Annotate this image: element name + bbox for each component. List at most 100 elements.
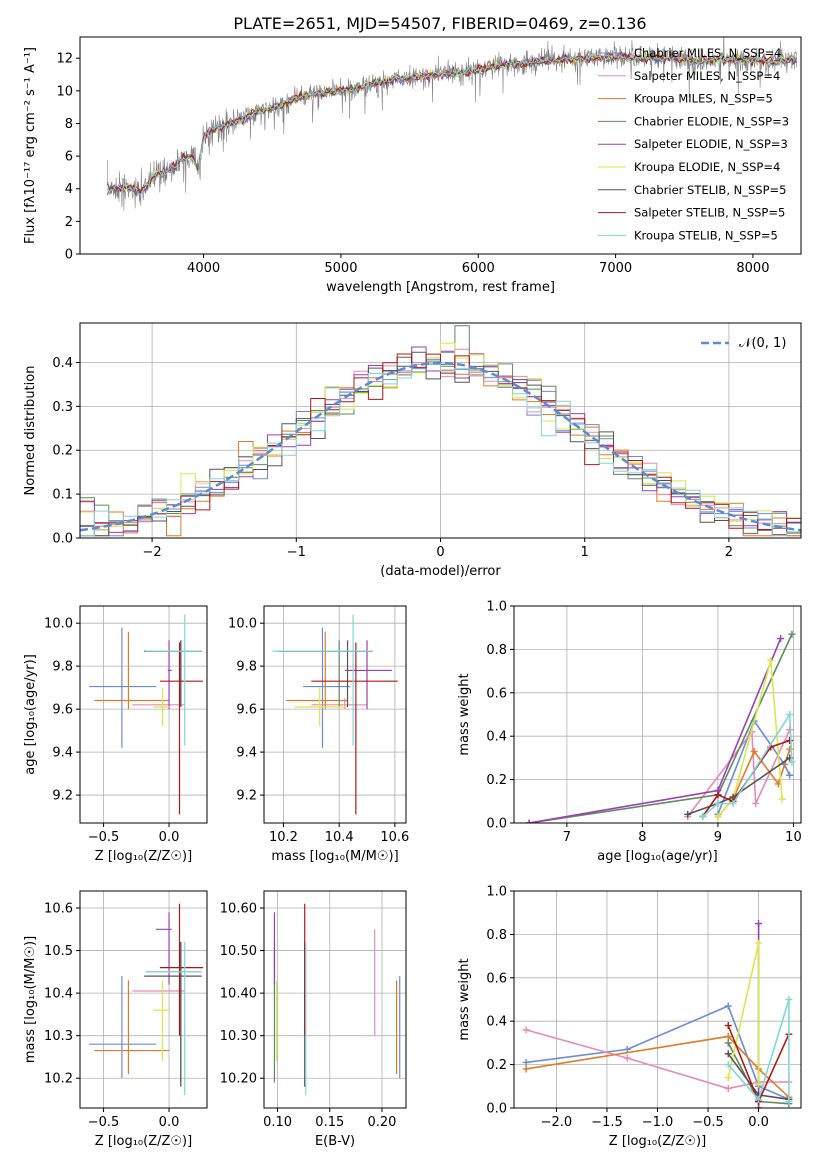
y-tick-label: 0.3 — [52, 400, 73, 415]
y-tick-label: 0.1 — [52, 488, 73, 503]
x-tick-label: −2.0 — [541, 1115, 573, 1130]
weight-marker — [752, 799, 760, 807]
x-axis-label: Z [log₁₀(Z/Z☉)] — [609, 1134, 706, 1149]
x-tick-label: 0.15 — [315, 1115, 344, 1130]
weight-marker — [724, 1039, 732, 1047]
weight-marker — [755, 1095, 763, 1103]
weight-vs-Z-panel: −2.0 −1.5 −1.0 −0.5 0.0 0.0 0.2 0.4 0.6 0.8 1.0 Z [… — [457, 885, 802, 1149]
legend-entry: Salpeter STELIB, N_SSP=5 — [634, 206, 785, 220]
y-tick-label: 10.2 — [44, 1072, 73, 1087]
weight-marker — [724, 1084, 732, 1092]
x-tick-label: 10 — [785, 830, 802, 845]
weight-marker — [724, 1061, 732, 1069]
weight-marker — [788, 630, 796, 638]
mass-vs-Z-panel: −0.5 0.0 10.2 10.3 10.4 10.5 10.6 Z [log₁₀(Z/Z☉… — [23, 890, 208, 1149]
y-tick-label: 0.6 — [486, 686, 507, 701]
y-tick-label: 10.50 — [220, 944, 257, 959]
x-tick-label: 8000 — [736, 261, 769, 276]
plot-area — [273, 903, 401, 1096]
plot-area — [89, 614, 204, 815]
x-tick-label: 10.6 — [380, 830, 409, 845]
y-axis-label: age [log₁₀(age/yr)] — [23, 654, 38, 775]
weight-marker — [724, 1032, 732, 1040]
y-tick-label: 10.40 — [220, 987, 257, 1002]
y-tick-label: 10.20 — [220, 1072, 257, 1087]
plot-area — [107, 37, 797, 211]
legend-entry: Kroupa ELODIE, N_SSP=4 — [634, 160, 780, 174]
weight-line — [687, 729, 791, 817]
x-tick-label: 2 — [725, 545, 733, 560]
x-axis-label: (data-model)/error — [380, 564, 501, 579]
axes-frame — [79, 36, 802, 255]
y-tick-label: 12 — [56, 52, 73, 67]
y-axis-label: mass weight — [457, 673, 472, 755]
x-axis-label: Z [log₁₀(Z/Z☉)] — [95, 1134, 192, 1149]
x-tick-label: −2 — [143, 545, 162, 560]
weight-marker — [714, 799, 722, 807]
x-tick-label: 1 — [581, 545, 589, 560]
weight-marker — [785, 1097, 793, 1105]
weight-marker — [786, 737, 794, 745]
plot-area — [89, 903, 204, 1096]
axes-frame — [79, 890, 208, 1109]
y-tick-label: 0.0 — [52, 532, 73, 547]
y-axis-label: mass [log₁₀(M/M☉)] — [23, 936, 38, 1063]
legend-entry: Kroupa STELIB, N_SSP=5 — [634, 228, 778, 242]
y-tick-label: 10 — [56, 84, 73, 99]
y-tick-label: 0.4 — [486, 730, 507, 745]
weight-marker — [777, 635, 785, 643]
weight-marker — [684, 810, 692, 818]
plot-area — [80, 325, 801, 537]
x-tick-label: 7 — [563, 830, 571, 845]
weight-marker — [755, 1104, 763, 1108]
mass-vs-EBV-panel: 0.10 0.15 0.20 10.20 10.30 10.40 10.50 10.60 E(B… — [220, 890, 407, 1149]
x-tick-label: 0.20 — [368, 1115, 397, 1130]
model-spectrum — [107, 52, 797, 196]
axes-frame — [263, 605, 407, 824]
x-tick-label: −0.5 — [88, 830, 120, 845]
model-spectrum — [107, 50, 797, 195]
weight-marker — [724, 1074, 732, 1082]
y-tick-label: 9.6 — [236, 703, 257, 718]
x-tick-label: 10.4 — [325, 830, 354, 845]
weight-marker — [714, 791, 722, 799]
y-tick-label: 10.6 — [44, 902, 73, 917]
model-spectrum — [107, 51, 797, 194]
plots-group: Chabrier MILES, N_SSP=4 Salpeter MILES, N… — [23, 36, 802, 1149]
legend-entry: Chabrier MILES, N_SSP=4 — [634, 46, 781, 60]
weight-line — [687, 757, 791, 816]
y-tick-label: 9.8 — [52, 660, 73, 675]
y-tick-label: 0.0 — [486, 817, 507, 832]
y-tick-label: 0.4 — [486, 1015, 507, 1030]
weight-marker — [724, 1022, 732, 1030]
y-tick-label: 9.4 — [52, 746, 73, 761]
y-tick-label: 0.6 — [486, 971, 507, 986]
axes-frame — [263, 890, 407, 1109]
y-tick-label: 10.30 — [220, 1029, 257, 1044]
residual-histogram — [80, 363, 801, 537]
y-tick-label: 9.8 — [236, 660, 257, 675]
weight-marker — [522, 1026, 530, 1034]
x-axis-label: age [log₁₀(age/yr)] — [597, 849, 718, 864]
y-tick-label: 0.4 — [52, 356, 73, 371]
y-tick-label: 9.2 — [52, 789, 73, 804]
weight-marker — [778, 795, 786, 803]
y-tick-label: 0.0 — [486, 1102, 507, 1117]
x-tick-label: 6000 — [462, 261, 495, 276]
y-tick-label: 8 — [65, 117, 73, 132]
y-tick-label: 10.3 — [44, 1029, 73, 1044]
x-tick-label: 0.10 — [263, 1115, 292, 1130]
x-axis-label: wavelength [Angstrom, rest frame] — [326, 280, 555, 295]
legend-entry: Chabrier STELIB, N_SSP=5 — [634, 183, 786, 197]
age-vs-mass-panel: 10.2 10.4 10.6 9.2 9.4 9.6 9.8 10.0 mass [log₁₀(… — [228, 605, 409, 864]
weight-marker — [623, 1045, 631, 1053]
y-tick-label: 10.5 — [44, 944, 73, 959]
x-tick-label: 0.0 — [159, 1115, 180, 1130]
weight-line — [525, 1035, 790, 1098]
x-tick-label: 0 — [436, 545, 444, 560]
weight-marker — [623, 1054, 631, 1062]
weight-marker — [724, 1050, 732, 1058]
legend-entry: Salpeter ELODIE, N_SSP=3 — [634, 137, 788, 151]
y-tick-label: 0.8 — [486, 643, 507, 658]
